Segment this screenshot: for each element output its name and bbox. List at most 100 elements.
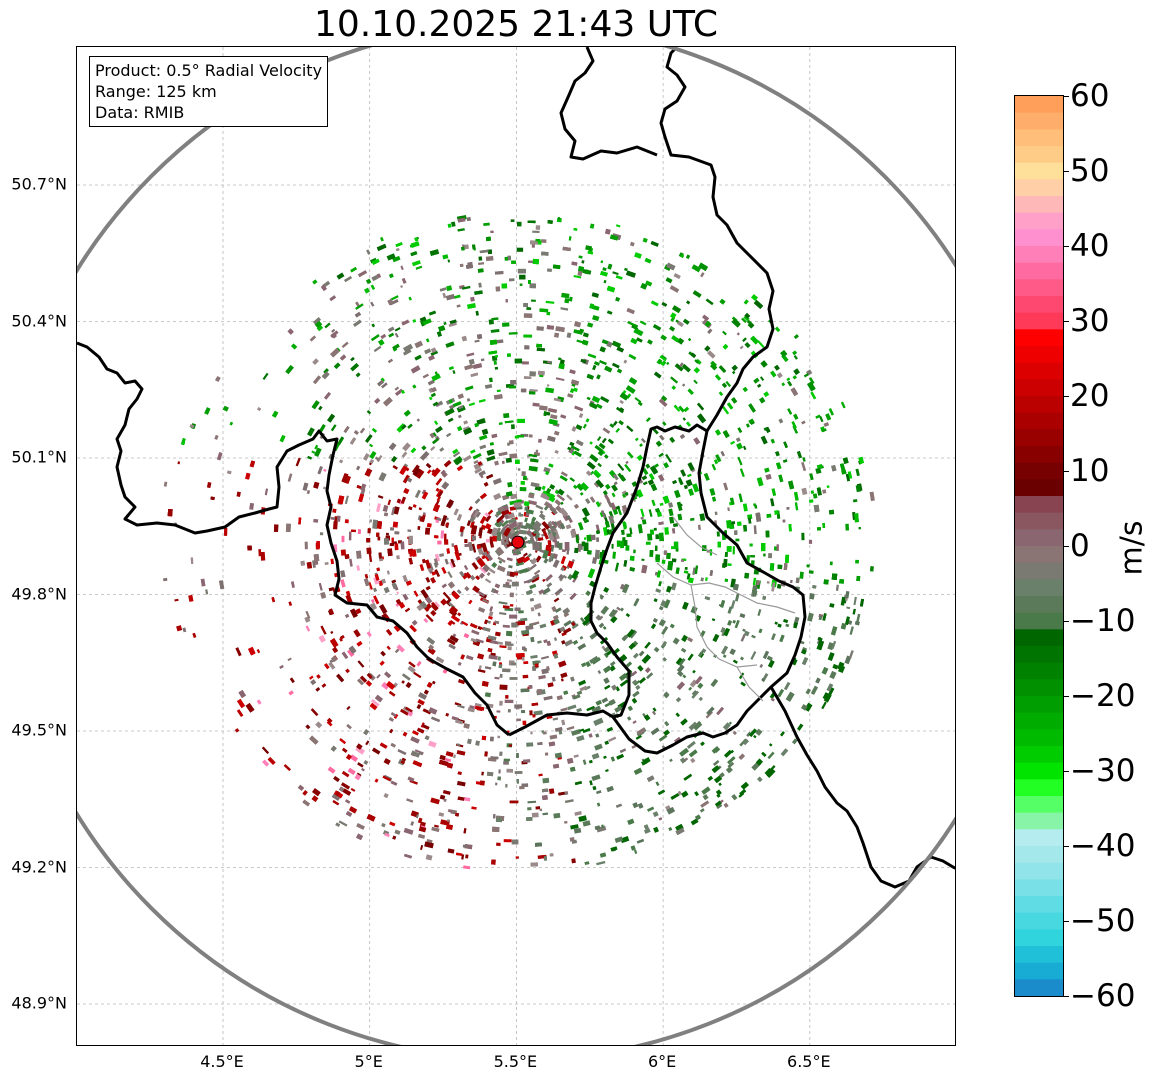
radar-map[interactable] [76, 46, 956, 1046]
echo-gate [469, 520, 475, 529]
echo-gate [557, 488, 565, 496]
echo-gate [518, 512, 521, 516]
echo-gate [488, 654, 498, 660]
echo-gate [715, 789, 722, 796]
echo-gate [403, 343, 413, 353]
echo-gate [432, 401, 439, 407]
echo-gate [508, 744, 513, 747]
echo-gate [515, 620, 526, 626]
echo-gate [434, 601, 440, 608]
echo-gate [376, 521, 383, 529]
echo-gate [453, 294, 461, 299]
echo-gate [595, 733, 600, 738]
echo-gate [367, 674, 373, 680]
echo-gate [859, 598, 864, 607]
echo-gate [595, 699, 602, 706]
echo-gate [780, 350, 788, 358]
echo-gate [792, 425, 798, 434]
echo-gate [523, 580, 528, 584]
border-france-belgium [77, 341, 510, 737]
echo-gate [493, 393, 503, 400]
echo-gate [702, 314, 710, 321]
echo-gate [710, 363, 718, 371]
echo-gate [508, 385, 517, 389]
echo-gate [567, 446, 572, 451]
internal-boundaries [656, 516, 796, 702]
echo-gate [402, 474, 410, 484]
echo-gate [470, 525, 478, 535]
echo-gate [462, 844, 468, 849]
echo-gate [666, 361, 670, 366]
echo-gate [636, 454, 644, 461]
echo-gate [327, 766, 336, 774]
echo-gate [544, 752, 549, 756]
echo-gate [262, 759, 270, 767]
echo-gate [576, 735, 585, 742]
echo-gate [357, 660, 365, 668]
echo-gate [573, 754, 579, 758]
echo-gate [426, 681, 433, 688]
echo-gate [434, 569, 440, 577]
echo-gate [808, 499, 814, 504]
echo-gate [532, 230, 540, 233]
echo-gate [368, 552, 373, 563]
echo-gate [829, 603, 835, 608]
echo-gate [761, 543, 766, 552]
echo-gate [425, 596, 433, 605]
echo-gate [413, 590, 419, 597]
echo-gate [807, 612, 814, 622]
echo-gate [496, 842, 501, 846]
echo-gate [463, 865, 471, 870]
echo-gate [457, 661, 462, 666]
echo-gate [487, 648, 493, 653]
echo-gate [470, 372, 479, 378]
echo-gate [497, 656, 501, 661]
echo-gate [441, 471, 448, 478]
echo-gate [571, 728, 581, 736]
echo-gate [488, 611, 494, 617]
echo-gate [659, 606, 664, 611]
echo-gate [625, 545, 630, 551]
echo-gate [509, 604, 514, 607]
echo-gate [447, 417, 454, 423]
echo-gate [412, 467, 421, 477]
echo-gate [580, 482, 589, 492]
echo-gate [694, 565, 699, 575]
echo-gate [530, 607, 535, 612]
echo-gate [730, 600, 736, 609]
echo-gate [679, 434, 685, 439]
echo-gate [479, 249, 489, 254]
echo-gate [204, 407, 211, 415]
echo-gate [575, 424, 583, 431]
echo-gate [498, 769, 501, 774]
echo-gate [602, 626, 607, 630]
echo-gate [671, 558, 677, 563]
echo-gate [408, 506, 413, 511]
colorbar-unit: m/s [1114, 520, 1150, 576]
echo-gate [649, 465, 659, 475]
echo-gate [452, 401, 462, 408]
echo-gate [608, 698, 616, 706]
echo-gate [762, 650, 770, 660]
echo-gate [587, 568, 596, 579]
echo-gate [391, 582, 398, 590]
echo-gate [654, 545, 658, 551]
echo-gate [741, 317, 747, 323]
echo-gate [655, 507, 660, 513]
echo-gate [381, 613, 388, 618]
echo-gate [580, 358, 587, 364]
echo-gate [611, 492, 616, 498]
echo-gate [815, 677, 821, 684]
echo-gate [653, 646, 660, 653]
echo-gate [353, 430, 359, 435]
echo-gate [356, 833, 364, 841]
echo-gate [783, 459, 788, 463]
echo-gate [579, 492, 584, 496]
echo-gate [494, 271, 504, 275]
echo-gate [762, 595, 767, 601]
echo-gate [471, 543, 477, 553]
echo-gate [562, 246, 571, 252]
echo-gate [626, 307, 635, 315]
echo-gate [658, 618, 666, 627]
echo-gate [646, 775, 655, 782]
